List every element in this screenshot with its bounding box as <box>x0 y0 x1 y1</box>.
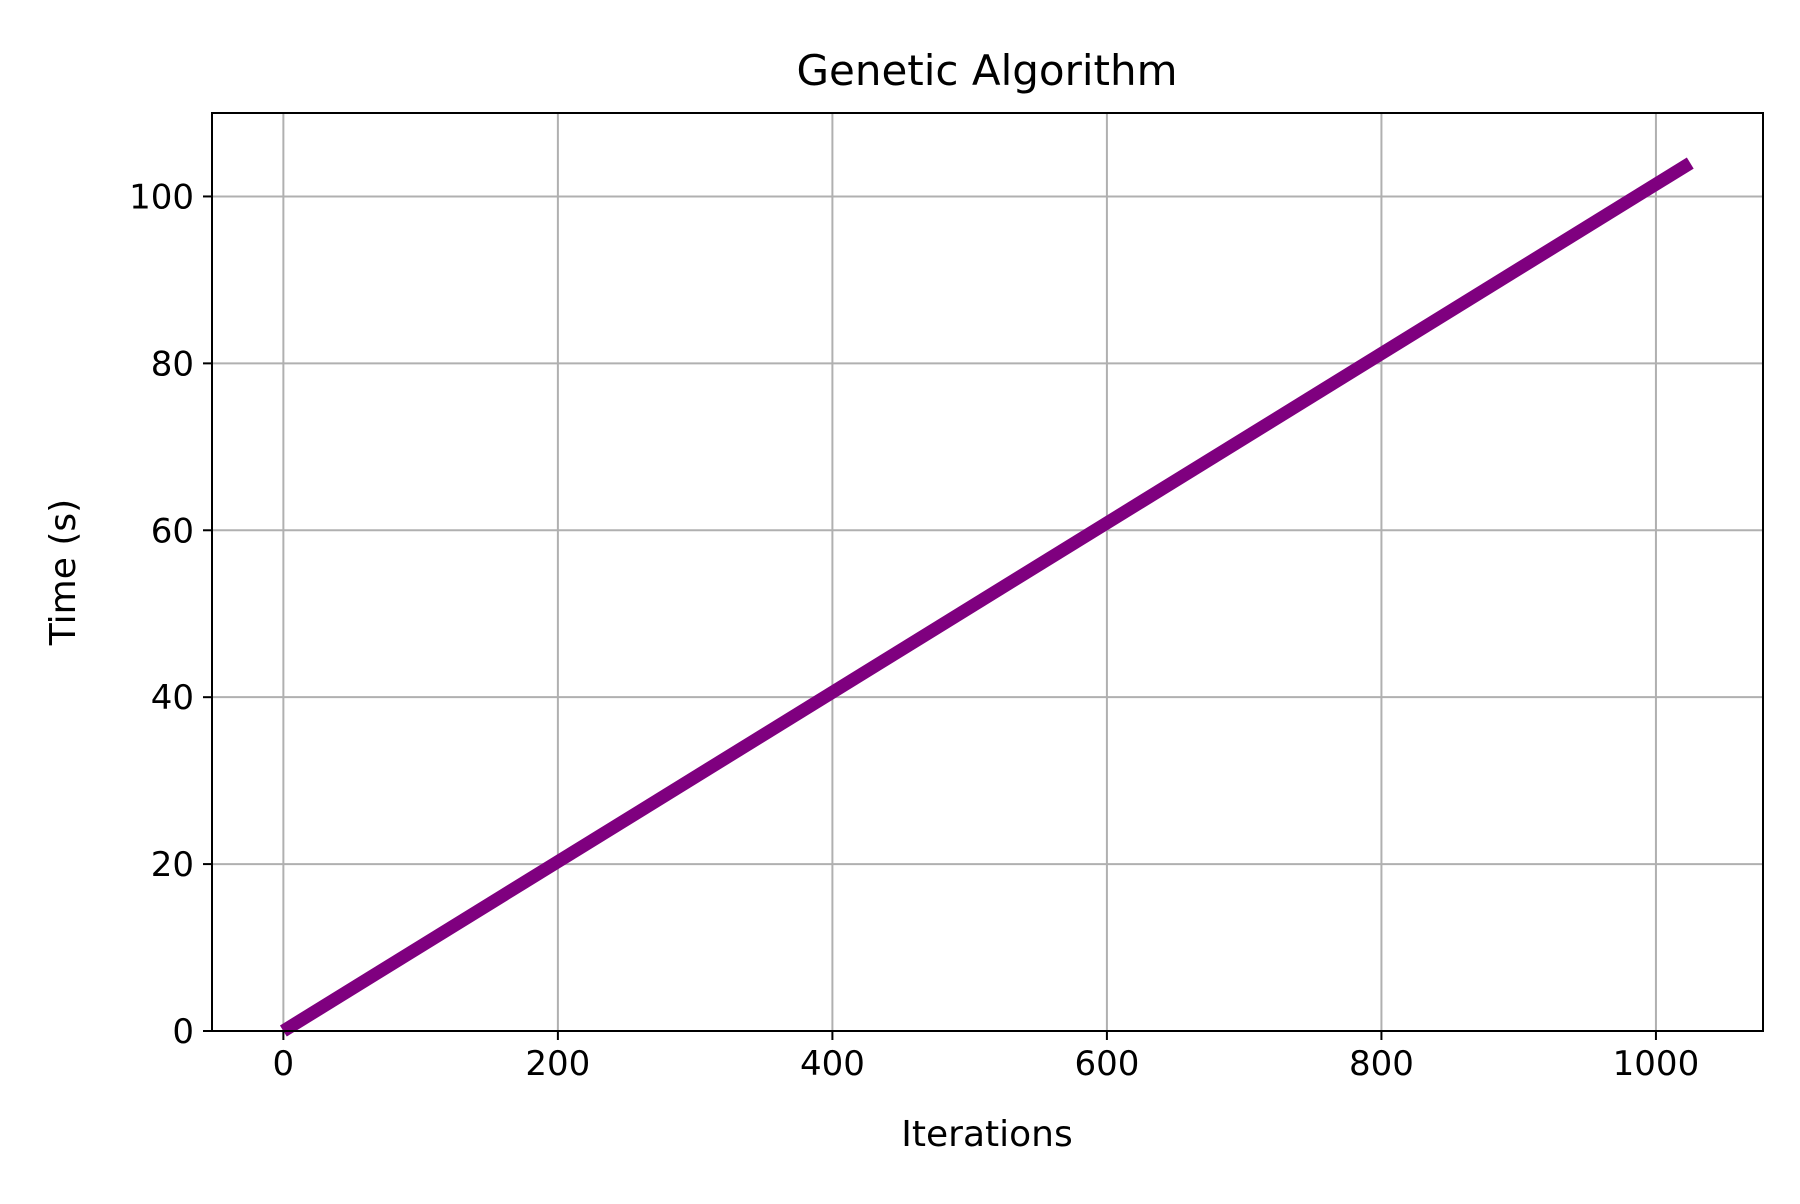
x-tick-label: 0 <box>273 1044 295 1084</box>
y-tick-label: 80 <box>151 344 194 384</box>
y-axis-label: Time (s) <box>43 499 84 646</box>
y-tick-label: 0 <box>172 1012 194 1052</box>
plot-frame <box>211 112 1764 1032</box>
series-line-0 <box>279 157 1694 1037</box>
y-tick-label: 20 <box>151 845 194 885</box>
x-tick-label: 200 <box>525 1044 590 1084</box>
series-layer <box>279 157 1694 1037</box>
y-tick-label: 40 <box>151 678 194 718</box>
x-tick-label: 600 <box>1074 1044 1139 1084</box>
grid-layer <box>212 113 1763 1032</box>
tick-layer: 0 200 400 600 800 1000 0 20 40 60 80 100 <box>129 177 1699 1084</box>
x-tick-label: 400 <box>800 1044 865 1084</box>
y-tick-label: 60 <box>151 511 194 551</box>
x-tick-label: 1000 <box>1613 1044 1700 1084</box>
y-tick-label: 100 <box>129 177 194 217</box>
x-axis-label: Iterations <box>901 1114 1072 1155</box>
chart-title: Genetic Algorithm <box>796 46 1177 95</box>
x-tick-label: 800 <box>1349 1044 1414 1084</box>
